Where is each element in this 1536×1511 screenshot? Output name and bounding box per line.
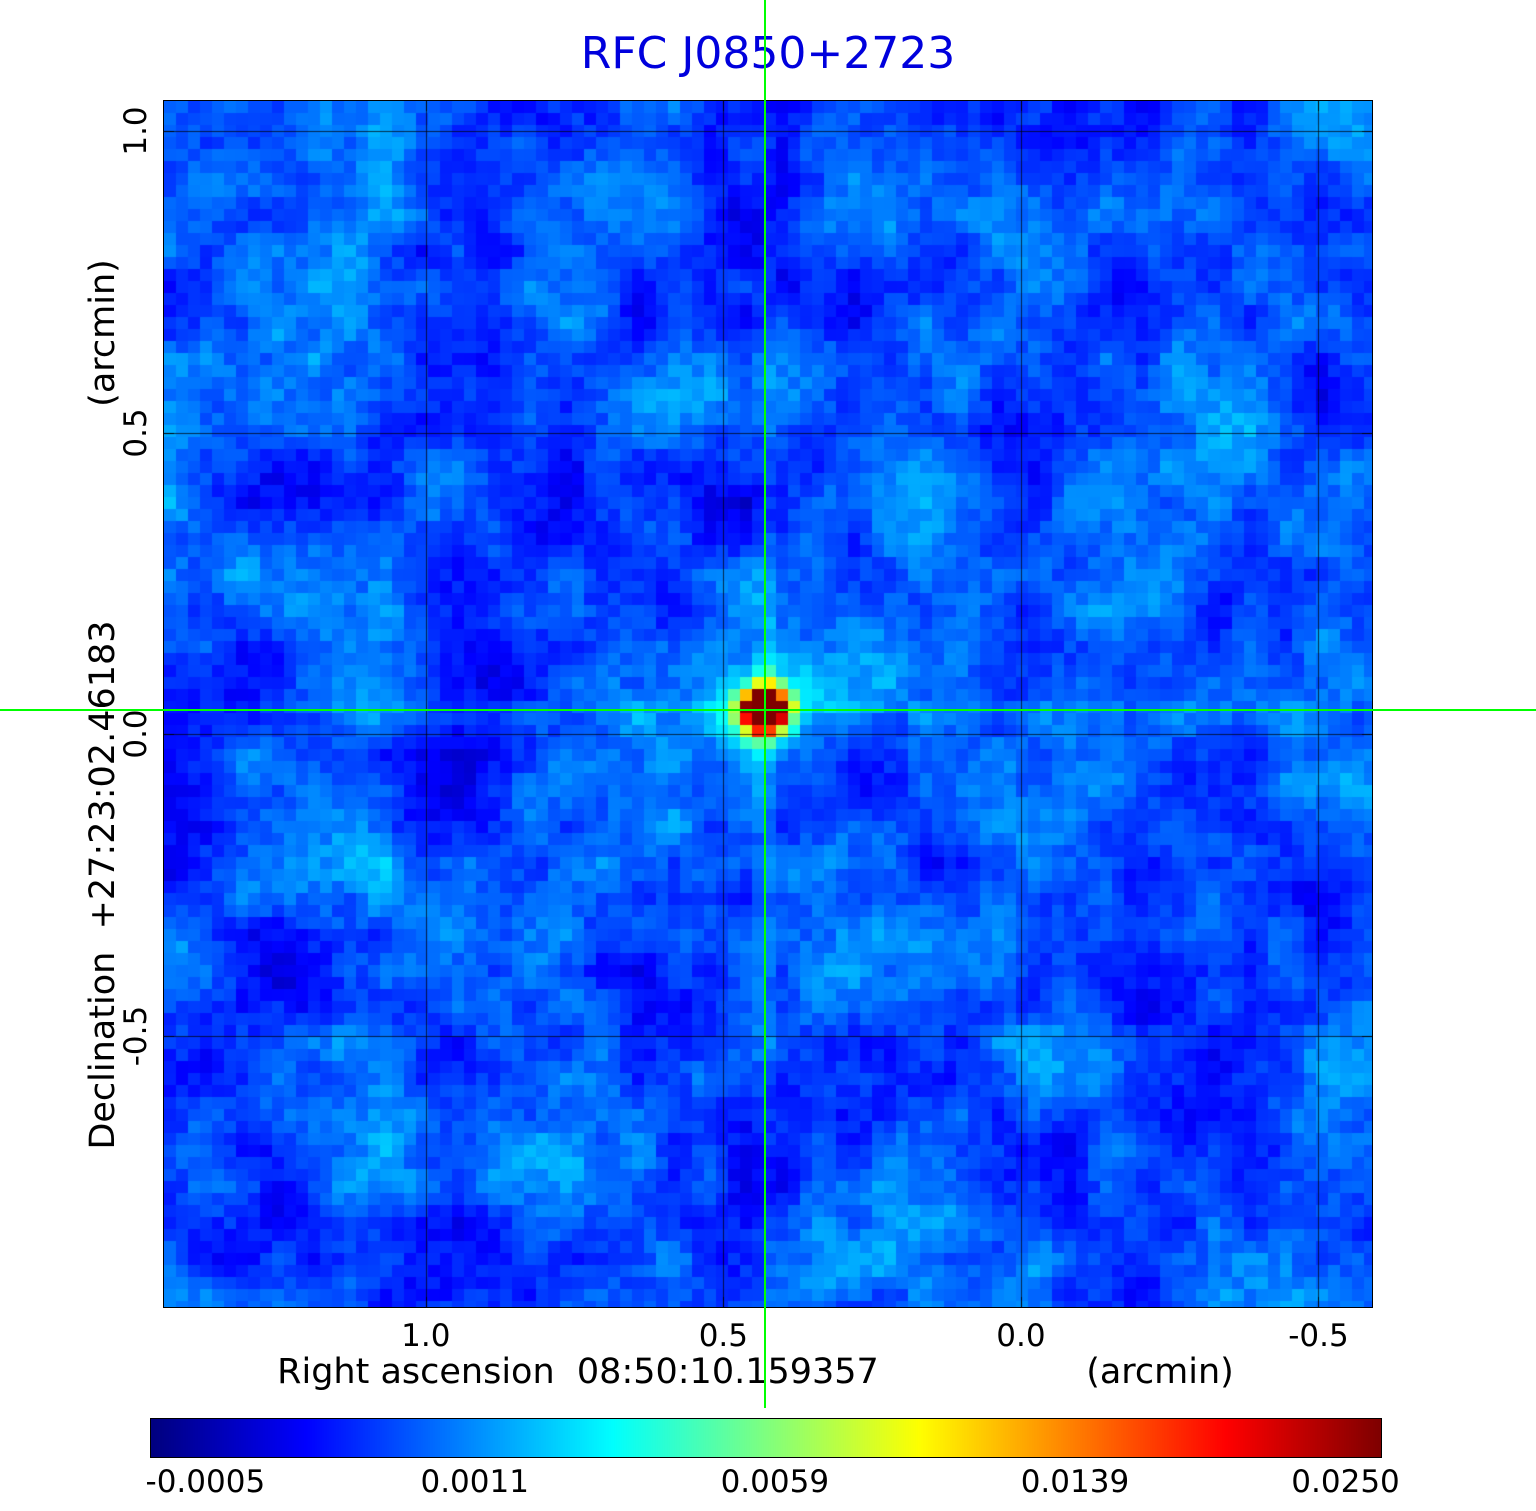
colorbar-canvas: [151, 1419, 1381, 1457]
heatmap-canvas: [164, 101, 1372, 1307]
figure-title: RFC J0850+2723: [580, 28, 956, 79]
y-tick-label: 0.0: [118, 709, 154, 759]
x-axis-unit-label: (arcmin): [1086, 1352, 1234, 1392]
colorbar-tick-label: 0.0139: [1020, 1464, 1130, 1500]
y-tick-label: 1.0: [118, 106, 154, 156]
x-tick-label: 1.0: [401, 1318, 451, 1354]
colorbar-tick-label: 0.0011: [420, 1464, 529, 1500]
x-tick-label: -0.5: [1288, 1318, 1349, 1354]
colorbar-tick-label: -0.0005: [145, 1464, 266, 1500]
y-tick-label: -0.5: [118, 1005, 154, 1066]
x-tick-label: 0.0: [996, 1318, 1046, 1354]
y-axis-unit-label: (arcmin): [83, 259, 123, 407]
colorbar: [150, 1418, 1382, 1458]
crosshair-vertical-line: [764, 0, 767, 1408]
colorbar-tick-label: 0.0059: [720, 1464, 830, 1500]
colorbar-tick-label: 0.0250: [1291, 1464, 1400, 1500]
y-tick-label: 0.5: [118, 407, 154, 458]
x-tick-label: 0.5: [698, 1318, 749, 1354]
crosshair-horizontal-line: [0, 709, 1536, 712]
sky-map-plot: [163, 100, 1373, 1308]
x-axis-label: Right ascension 08:50:10.159357: [277, 1352, 879, 1392]
y-axis-label: Declination +27:23:02.46183: [83, 620, 123, 1150]
